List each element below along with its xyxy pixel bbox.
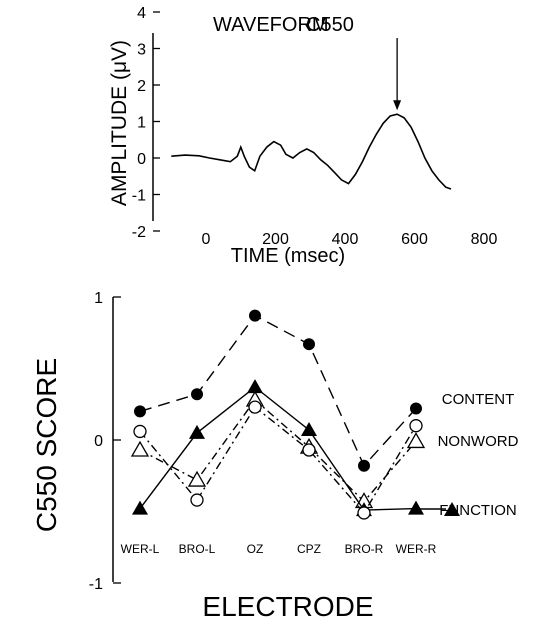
waveform-title: WAVEFORM [213,14,329,36]
score-point [191,388,203,401]
waveform-y-tick-label: -1 [132,188,146,205]
score-series-content [134,309,422,472]
score-point [357,506,371,520]
score-x-tick-label: OZ [247,542,264,556]
score-point [247,379,263,394]
waveform-y-tick-label: 2 [137,78,146,95]
score-point [301,421,317,436]
score-point [189,424,205,439]
score-legend-label: NONWORD [438,433,519,450]
score-point [406,432,426,449]
score-series-unlabeled [133,400,423,520]
score-point [444,502,460,516]
score-y-axis-label: C550 SCORE [31,358,62,532]
score-point [134,405,146,418]
score-x-axis-label: ELECTRODE [202,591,373,620]
waveform-peak-arrowhead [393,100,402,111]
waveform-x-tick-label: 400 [332,231,359,248]
score-point [409,419,423,433]
score-x-tick-label: CPZ [297,542,321,556]
waveform-y-tick-label: -2 [132,224,146,241]
score-y-tick-label: 1 [94,290,103,307]
score-point [133,424,147,439]
waveform-trace [171,113,452,190]
waveform-y-tick-label: 1 [137,115,146,132]
score-series-line [139,406,417,515]
score-series-line [139,398,417,503]
score-x-tick-label: BRO-L [179,542,216,556]
score-point [303,338,315,351]
waveform-y-tick-label: 4 [137,5,146,22]
score-point [190,493,204,507]
waveform-y-axis-label: AMPLITUDE (μV) [108,40,131,206]
score-series-line [139,386,417,511]
waveform-peak-label: C550 [306,14,354,36]
score-point [130,440,150,457]
score-x-tick-label: BRO-R [345,542,384,556]
score-x-ticks: WER-L BRO-L OZ CPZ BRO-R WER-R [121,542,437,556]
score-legend-label: CONTENT [442,391,515,408]
score-legend: CONTENT NONWORD FUNCTION [416,391,519,519]
score-point [248,400,262,414]
score-point [302,443,316,457]
score-point [249,309,261,322]
score-y-tick-label: -1 [89,576,103,593]
waveform-x-ticks: 0 200 400 600 800 [202,231,498,248]
score-series-function [132,379,424,517]
score-y-tick-label: 0 [94,433,103,450]
score-y-ticks: -1 0 1 [89,290,121,593]
waveform-y-tick-label: 0 [137,151,146,168]
waveform-x-tick-label: 800 [471,231,498,248]
waveform-x-tick-label: 600 [401,231,428,248]
score-x-tick-label: WER-R [396,542,437,556]
waveform-x-axis-label: TIME (msec) [231,245,345,267]
score-point [132,500,148,515]
waveform-x-tick-label: 200 [262,231,289,248]
score-x-tick-label: WER-L [121,542,160,556]
score-point [187,470,207,487]
score-series [130,309,426,520]
waveform-y-ticks: -2 -1 0 1 2 3 4 [132,5,160,241]
waveform-y-tick-label: 3 [137,42,146,59]
score-point [410,402,422,415]
score-point [358,459,370,472]
score-series-nonword [130,390,426,509]
score-legend-label: FUNCTION [439,502,517,519]
score-series-line [139,314,417,467]
score-chart: -1 0 1 WER-L BRO-L OZ CPZ BRO-R WER-R CONTENT NO… [31,290,519,620]
score-point [408,500,424,515]
waveform-chart: WAVEFORM C550 -2 -1 0 1 2 3 4 0 200 400 600 800 AM… [108,5,497,267]
waveform-x-tick-label: 0 [202,231,211,248]
